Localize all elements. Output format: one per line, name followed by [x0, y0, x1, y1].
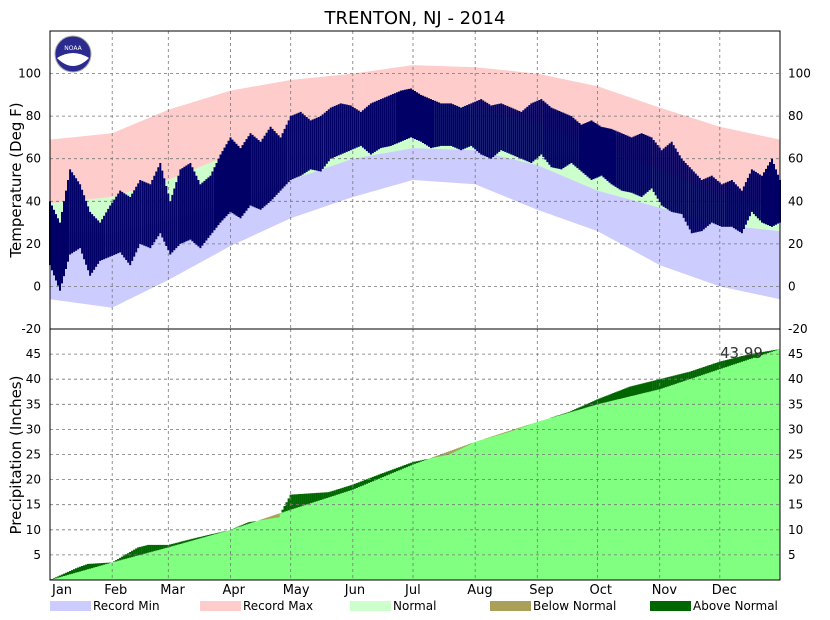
legend: Record Min Record Max Normal Below Norma…	[50, 599, 778, 613]
temperature-grid	[50, 31, 780, 329]
precipitation-tick-label-left: 20	[26, 473, 41, 487]
precipitation-tick-label-right: 5	[788, 548, 796, 562]
temperature-panel: -20 -20 0 0 20 20 40 40 60 60 80 80 100 100	[18, 30, 811, 336]
temperature-tick-label-right: 20	[788, 237, 803, 251]
temperature-tick-label-left: 20	[26, 237, 41, 251]
precipitation-tick-label-right: 10	[788, 523, 803, 537]
precipitation-tick-label-left: 35	[26, 397, 41, 411]
month-tick-label: Nov	[652, 583, 678, 598]
precipitation-tick-label-right: 45	[788, 347, 803, 361]
temperature-y-label: Temperature (Deg F)	[7, 102, 25, 258]
temperature-tick-label-right: 0	[788, 279, 796, 293]
chart-title: TRENTON, NJ - 2014	[324, 8, 506, 29]
temperature-tick-label-left: 80	[26, 109, 41, 123]
noaa-logo: NOAA	[54, 35, 92, 73]
precipitation-tick-label-right: 15	[788, 498, 803, 512]
precipitation-tick-label-left: 15	[26, 498, 41, 512]
observed-temperature-series	[49, 88, 781, 291]
precipitation-tick-label-right: 20	[788, 473, 803, 487]
legend-swatch-record-min	[50, 601, 91, 611]
month-tick-label: Dec	[712, 583, 737, 598]
temperature-tick-label-left: 100	[18, 67, 41, 81]
observed-precip-series	[50, 349, 780, 580]
precipitation-tick-label-left: 30	[26, 422, 41, 436]
temperature-tick-label-right: 80	[788, 109, 803, 123]
precipitation-tick-label-left: 10	[26, 523, 41, 537]
month-tick-label: Apr	[223, 583, 246, 598]
precipitation-tick-label-right: 25	[788, 448, 803, 462]
month-tick-label: Feb	[104, 583, 127, 598]
precipitation-tick-label-left: 5	[33, 548, 41, 562]
temperature-tick-label-left: 60	[26, 152, 41, 166]
precipitation-tick-label-left: 45	[26, 347, 41, 361]
precipitation-tick-label-left: 25	[26, 448, 41, 462]
legend-swatch-below-normal	[490, 601, 531, 611]
month-tick-label: Oct	[590, 583, 612, 598]
month-tick-label: Mar	[160, 583, 185, 598]
month-tick-label: Sep	[529, 583, 554, 598]
precipitation-tick-label-right: 35	[788, 397, 803, 411]
month-tick-label: Jul	[404, 583, 421, 598]
precipitation-panel: 5 5 10 10 15 15 20 20 25 25 30 30 35 35 40 40 45 45 Jan Feb…	[26, 328, 803, 598]
legend-swatch-above-normal	[650, 601, 691, 611]
precip-annotation: 43.99	[720, 344, 763, 362]
temperature-tick-label-right: -20	[788, 322, 808, 336]
legend-label-record-max: Record Max	[243, 599, 313, 613]
legend-label-normal: Normal	[393, 599, 436, 613]
month-tick-label: May	[283, 583, 310, 598]
temperature-tick-label-right: 60	[788, 152, 803, 166]
month-tick-label: Jun	[344, 583, 365, 598]
temperature-tick-label-right: 40	[788, 194, 803, 208]
legend-swatch-normal	[350, 601, 391, 611]
svg-text:NOAA: NOAA	[64, 45, 82, 52]
legend-label-above-normal: Above Normal	[693, 599, 778, 613]
precipitation-plot-frame	[49, 328, 781, 581]
precipitation-y-label: Precipitation (Inches)	[7, 376, 25, 535]
precipitation-tick-label-left: 40	[26, 372, 41, 386]
legend-swatch-record-max	[200, 601, 241, 611]
temperature-tick-label-left: 40	[26, 194, 41, 208]
precipitation-tick-label-right: 40	[788, 372, 803, 386]
month-tick-label: Aug	[467, 583, 492, 598]
legend-label-below-normal: Below Normal	[533, 599, 616, 613]
temperature-tick-label-left: 0	[33, 279, 41, 293]
month-tick-label: Jan	[51, 583, 72, 598]
temperature-tick-label-left: -20	[21, 322, 41, 336]
precipitation-tick-label-right: 30	[788, 422, 803, 436]
temperature-tick-label-right: 100	[788, 67, 811, 81]
precipitation-grid	[50, 329, 780, 580]
legend-label-record-min: Record Min	[93, 599, 160, 613]
